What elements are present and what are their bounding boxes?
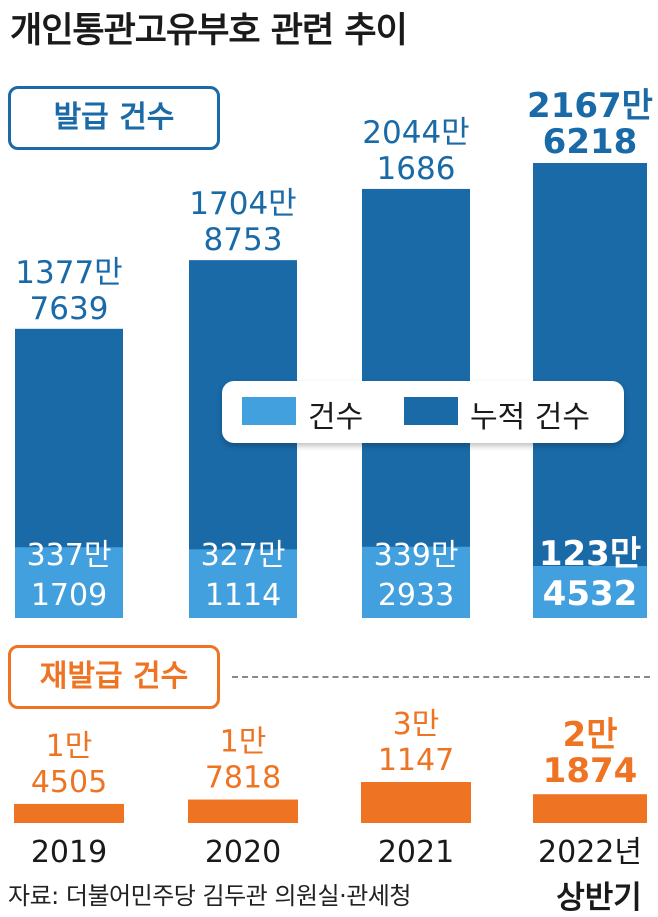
- bar-count-2022년: [533, 566, 647, 618]
- legend-swatch-count: [242, 397, 296, 425]
- legend-label-cumulative: 누적 건수: [470, 400, 590, 435]
- label-cumulative-line2-2020: 8753: [204, 222, 283, 258]
- bar-count-2020: [189, 549, 297, 618]
- label-cumulative-line1-2020: 1704만: [189, 186, 296, 222]
- x-tick-2020: 2020: [205, 835, 281, 870]
- label-cumulative-line2-2021: 1686: [377, 151, 456, 187]
- label-reissue-line1-2021: 3만: [393, 707, 440, 742]
- bar-reissue-2021: [361, 782, 471, 823]
- source-note: 자료: 더불어민주당 김두관 의원실·관세청: [8, 882, 411, 910]
- bar-cumulative-2019: [15, 328, 123, 618]
- label-cumulative-line1-2021: 2044만: [362, 115, 469, 151]
- chart-title: 개인통관고유부호 관련 추이: [10, 11, 408, 51]
- label-reissue-line2-2021: 1147: [378, 743, 454, 778]
- label-reissue-line2-2019: 4505: [31, 765, 107, 800]
- label-count-line1-2022년: 123만: [539, 534, 641, 574]
- label-count-line2-2020: 1114: [205, 578, 281, 613]
- label-cumulative-line1-2019: 1377만: [15, 255, 122, 291]
- label-cumulative-line2-2019: 7639: [30, 291, 109, 327]
- section-label-issued: 발급 건수: [8, 86, 220, 150]
- x-tick-2022년: 2022년: [538, 835, 642, 870]
- bar-count-2019: [15, 547, 123, 618]
- section-label-reissued: 재발급 건수: [8, 645, 220, 709]
- year-sublabel-2022: 상반기: [556, 880, 642, 916]
- x-tick-2021: 2021: [378, 835, 454, 870]
- label-cumulative-line2-2022년: 6218: [543, 122, 638, 162]
- bar-reissue-2019: [14, 803, 124, 823]
- bar-count-2021: [362, 546, 470, 618]
- label-count-line2-2021: 2933: [378, 578, 454, 613]
- label-count-line2-2022년: 4532: [543, 574, 638, 614]
- legend: 건수 누적 건수: [222, 381, 624, 443]
- label-reissue-line1-2019: 1만: [46, 729, 93, 764]
- section-divider: [232, 676, 650, 678]
- label-reissue-line1-2020: 1만: [220, 725, 267, 760]
- legend-swatch-cumulative: [404, 397, 458, 425]
- label-count-line2-2019: 1709: [31, 578, 107, 613]
- label-reissue-line2-2022년: 1874: [543, 751, 638, 791]
- x-tick-2019: 2019: [31, 835, 107, 870]
- label-count-line1-2021: 339만: [374, 538, 459, 573]
- label-reissue-line1-2022년: 2만: [563, 715, 618, 755]
- bar-reissue-2022년: [533, 794, 647, 823]
- bar-reissue-2020: [188, 799, 298, 823]
- label-cumulative-line1-2022년: 2167만: [527, 86, 653, 126]
- label-count-line1-2019: 337만: [27, 538, 112, 573]
- legend-label-count: 건수: [308, 400, 364, 435]
- label-reissue-line2-2020: 7818: [205, 761, 281, 796]
- label-count-line1-2020: 327만: [201, 538, 286, 573]
